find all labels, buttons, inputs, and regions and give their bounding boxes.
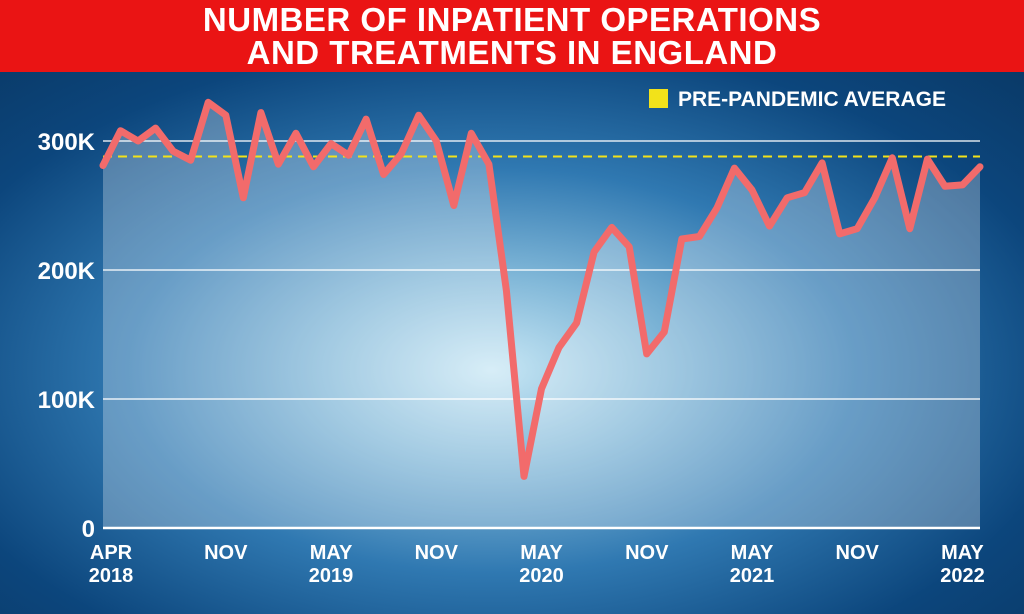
x-tick-year-8: 2022 bbox=[940, 565, 985, 587]
data-point-20 bbox=[450, 202, 457, 209]
data-point-3 bbox=[152, 125, 159, 132]
series-line bbox=[99, 98, 984, 480]
data-point-48 bbox=[941, 183, 948, 190]
data-point-6 bbox=[205, 99, 212, 106]
data-point-25 bbox=[538, 385, 545, 392]
x-tick-year-0: 2018 bbox=[89, 565, 134, 587]
y-tick-label-200k: 200K bbox=[38, 258, 96, 285]
x-tick-month-0: APR bbox=[90, 542, 133, 564]
data-point-41 bbox=[819, 159, 826, 166]
data-point-22 bbox=[485, 161, 492, 168]
legend: PRE-PANDEMIC AVERAGE bbox=[649, 88, 946, 111]
data-point-45 bbox=[889, 154, 896, 161]
chart-title-line-2: AND TREATMENTS IN ENGLAND bbox=[246, 34, 778, 71]
data-point-29 bbox=[608, 224, 615, 231]
x-tick-year-2: 2019 bbox=[309, 565, 354, 587]
x-tick-month-6: MAY bbox=[731, 542, 774, 564]
data-point-19 bbox=[433, 138, 440, 145]
data-point-36 bbox=[731, 165, 738, 172]
data-point-10 bbox=[275, 161, 282, 168]
legend-swatch bbox=[649, 89, 668, 108]
data-point-27 bbox=[573, 319, 580, 326]
data-point-2 bbox=[135, 138, 142, 145]
y-axis-ticks: 0 100K 200K 300K bbox=[38, 129, 96, 543]
chart-title-line-1: NUMBER OF INPATIENT OPERATIONS bbox=[202, 1, 822, 38]
data-point-5 bbox=[187, 157, 194, 164]
data-point-38 bbox=[766, 223, 773, 230]
data-point-11 bbox=[292, 130, 299, 137]
data-point-37 bbox=[749, 187, 756, 194]
data-point-14 bbox=[345, 152, 352, 159]
data-point-39 bbox=[784, 194, 791, 201]
data-point-1 bbox=[117, 127, 124, 134]
x-tick-month-7: NOV bbox=[836, 542, 880, 564]
data-point-35 bbox=[713, 205, 720, 212]
legend-label: PRE-PANDEMIC AVERAGE bbox=[678, 88, 946, 111]
data-point-49 bbox=[959, 181, 966, 188]
data-point-16 bbox=[380, 171, 387, 178]
data-point-34 bbox=[696, 233, 703, 240]
chart-title-banner: NUMBER OF INPATIENT OPERATIONS AND TREAT… bbox=[0, 0, 1024, 72]
data-point-21 bbox=[468, 130, 475, 137]
x-tick-month-2: MAY bbox=[310, 542, 353, 564]
data-point-47 bbox=[924, 156, 931, 163]
data-point-12 bbox=[310, 163, 317, 170]
data-point-28 bbox=[591, 248, 598, 255]
x-tick-month-4: MAY bbox=[520, 542, 563, 564]
data-point-30 bbox=[626, 243, 633, 250]
x-tick-month-1: NOV bbox=[204, 542, 248, 564]
y-tick-label-0: 0 bbox=[82, 516, 95, 543]
data-point-18 bbox=[415, 112, 422, 119]
data-point-15 bbox=[363, 116, 370, 123]
data-point-40 bbox=[801, 189, 808, 196]
y-tick-label-100k: 100K bbox=[38, 387, 96, 414]
data-point-26 bbox=[556, 344, 563, 351]
data-point-44 bbox=[871, 194, 878, 201]
data-point-9 bbox=[257, 109, 264, 116]
data-point-4 bbox=[170, 148, 177, 155]
data-point-7 bbox=[222, 112, 229, 119]
data-point-8 bbox=[240, 194, 247, 201]
chart-area: 0 100K 200K 300K APR 2018 NOV MAY 2019 NOV MAY 202… bbox=[0, 72, 1024, 614]
y-tick-label-300k: 300K bbox=[38, 129, 96, 156]
data-point-13 bbox=[328, 140, 335, 147]
data-point-24 bbox=[521, 473, 528, 480]
data-point-0 bbox=[100, 162, 107, 169]
data-point-50 bbox=[977, 163, 984, 170]
x-tick-year-6: 2021 bbox=[730, 565, 775, 587]
x-tick-month-8: MAY bbox=[941, 542, 984, 564]
x-tick-year-4: 2020 bbox=[519, 565, 564, 587]
data-point-46 bbox=[906, 225, 913, 232]
data-point-31 bbox=[643, 350, 650, 357]
data-point-32 bbox=[661, 328, 668, 335]
x-tick-month-5: NOV bbox=[625, 542, 669, 564]
data-point-33 bbox=[678, 236, 685, 243]
x-tick-month-3: NOV bbox=[415, 542, 459, 564]
data-point-17 bbox=[398, 150, 405, 157]
gridlines bbox=[103, 140, 980, 530]
data-point-43 bbox=[854, 225, 861, 232]
series-line-layer bbox=[99, 98, 984, 480]
data-point-42 bbox=[836, 230, 843, 237]
data-point-23 bbox=[503, 287, 510, 294]
